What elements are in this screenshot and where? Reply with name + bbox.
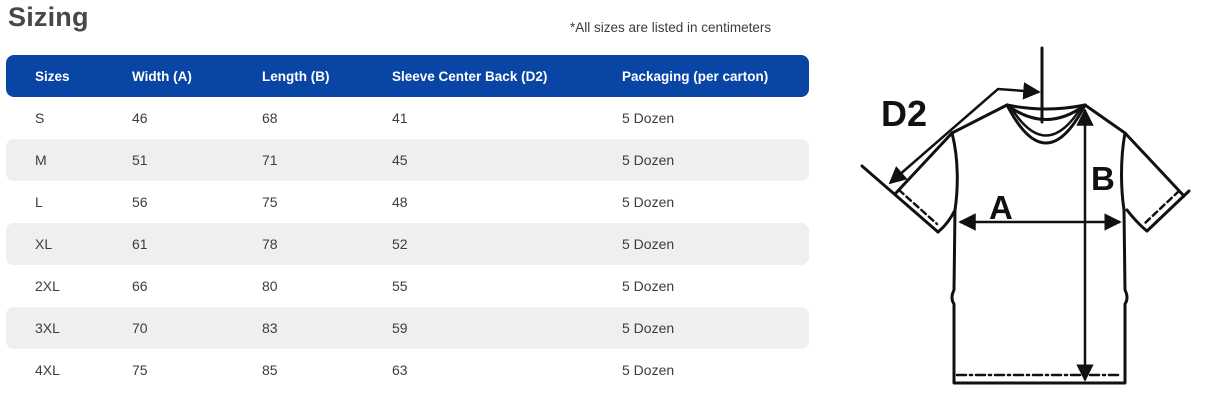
value-cell: 71 bbox=[262, 152, 278, 168]
value-cell: 83 bbox=[262, 320, 278, 336]
left-sleeve bbox=[860, 131, 957, 234]
value-cell: 5 Dozen bbox=[622, 320, 675, 336]
column-header: Sleeve Center Back (D2) bbox=[392, 68, 548, 84]
column-header: Width (A) bbox=[132, 68, 192, 84]
value-cell: 68 bbox=[262, 110, 278, 126]
value-cell: 75 bbox=[262, 194, 278, 210]
value-cell: 51 bbox=[132, 152, 148, 168]
column-header: Sizes bbox=[35, 68, 70, 84]
table-row: 2XL 66 80 55 5 Dozen bbox=[6, 265, 809, 307]
table-row: 3XL 70 83 59 5 Dozen bbox=[6, 307, 809, 349]
column-header: Length (B) bbox=[262, 68, 330, 84]
a-label: A bbox=[989, 189, 1013, 226]
value-cell: 80 bbox=[262, 278, 278, 294]
value-cell: 55 bbox=[392, 278, 408, 294]
collar bbox=[1005, 103, 1087, 145]
value-cell: 5 Dozen bbox=[622, 236, 675, 252]
size-cell: 2XL bbox=[35, 278, 60, 294]
value-cell: 46 bbox=[132, 110, 148, 126]
size-cell: 3XL bbox=[35, 320, 60, 336]
table-body: S 46 68 41 5 Dozen M 51 71 45 5 Dozen L 56 75 48 5 Doz… bbox=[6, 97, 809, 391]
d2-label: D2 bbox=[881, 93, 927, 134]
value-cell: 78 bbox=[262, 236, 278, 252]
size-cell: XL bbox=[35, 236, 53, 252]
value-cell: 5 Dozen bbox=[622, 152, 675, 168]
value-cell: 41 bbox=[392, 110, 408, 126]
table-header-row: Sizes Width (A) Length (B) Sleeve Center Ba… bbox=[6, 55, 809, 97]
value-cell: 45 bbox=[392, 152, 408, 168]
tshirt-measurement-diagram: D2 A B bbox=[860, 46, 1191, 385]
sizing-table: Sizes Width (A) Length (B) Sleeve Center Ba… bbox=[6, 55, 809, 391]
value-cell: 70 bbox=[132, 320, 148, 336]
value-cell: 48 bbox=[392, 194, 408, 210]
value-cell: 59 bbox=[392, 320, 408, 336]
table-row: M 51 71 45 5 Dozen bbox=[6, 139, 809, 181]
table-row: L 56 75 48 5 Dozen bbox=[6, 181, 809, 223]
d2-measure-arrow bbox=[888, 82, 1041, 185]
table-row: 4XL 75 85 63 5 Dozen bbox=[6, 349, 809, 391]
right-sleeve bbox=[1123, 131, 1191, 233]
column-header: Packaging (per carton) bbox=[622, 68, 769, 84]
shirt-body-outline bbox=[950, 103, 1129, 385]
value-cell: 5 Dozen bbox=[622, 110, 675, 126]
table-row: S 46 68 41 5 Dozen bbox=[6, 97, 809, 139]
value-cell: 5 Dozen bbox=[622, 194, 675, 210]
value-cell: 63 bbox=[392, 362, 408, 378]
value-cell: 66 bbox=[132, 278, 148, 294]
size-cell: 4XL bbox=[35, 362, 60, 378]
units-note: *All sizes are listed in centimeters bbox=[570, 20, 772, 35]
value-cell: 61 bbox=[132, 236, 148, 252]
page-title: Sizing bbox=[8, 2, 89, 32]
value-cell: 75 bbox=[132, 362, 148, 378]
value-cell: 52 bbox=[392, 236, 408, 252]
value-cell: 5 Dozen bbox=[622, 362, 675, 378]
left-cuff-stitch bbox=[897, 188, 939, 226]
size-cell: L bbox=[35, 194, 43, 210]
table-row: XL 61 78 52 5 Dozen bbox=[6, 223, 809, 265]
b-label: B bbox=[1091, 160, 1115, 197]
right-cuff-stitch bbox=[1142, 189, 1181, 226]
value-cell: 5 Dozen bbox=[622, 278, 675, 294]
size-cell: M bbox=[35, 152, 47, 168]
value-cell: 56 bbox=[132, 194, 148, 210]
size-cell: S bbox=[35, 110, 45, 126]
value-cell: 85 bbox=[262, 362, 278, 378]
